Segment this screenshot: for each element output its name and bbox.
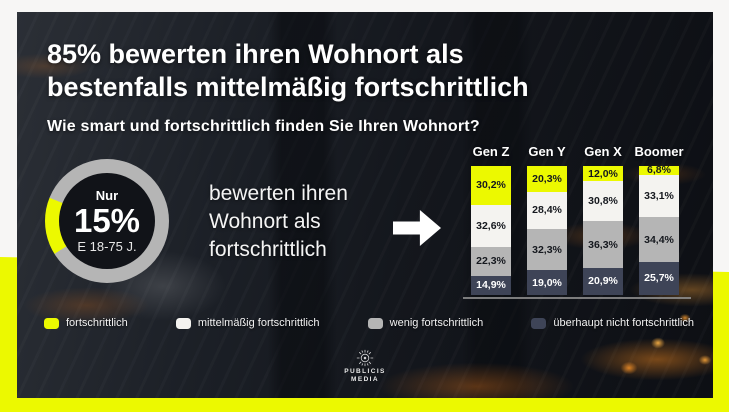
stacked-bar: 6,8% 33,1% 34,4% 25,7% xyxy=(639,164,679,295)
callout-line-1: bewerten ihren xyxy=(209,182,348,205)
bar-segment: 30,8% xyxy=(583,181,623,222)
bar-column: Gen Y 20,3% 28,4% 32,3% 19,0% xyxy=(521,144,573,295)
bar-value-label: 25,7% xyxy=(644,272,674,285)
bar-category-label: Gen Z xyxy=(472,144,510,159)
bar-segment: 20,9% xyxy=(583,268,623,295)
bar-value-label: 32,3% xyxy=(532,243,562,256)
bar-segment: 22,3% xyxy=(471,247,511,276)
bar-segment: 32,6% xyxy=(471,204,511,247)
bar-segment: 33,1% xyxy=(639,174,679,218)
donut-center: Nur 15% E 18-75 J. xyxy=(59,173,155,269)
bar-value-label: 19,0% xyxy=(532,276,562,289)
bar-value-label: 14,9% xyxy=(476,279,506,292)
donut-subline-label: E 18-75 J. xyxy=(77,239,137,254)
legend-swatch-icon xyxy=(175,317,191,329)
bar-segment: 25,7% xyxy=(639,261,679,295)
publicis-media-logo: PUBLICIS MEDIA xyxy=(17,348,713,384)
stacked-bar: 20,3% 28,4% 32,3% 19,0% xyxy=(527,166,567,295)
bar-category-label: Boomer xyxy=(634,144,684,159)
bar-segment: 19,0% xyxy=(527,270,567,295)
bar-value-label: 36,3% xyxy=(588,238,618,251)
bar-value-label: 30,2% xyxy=(476,179,506,192)
infographic-card: 85% bewerten ihren Wohnort als bestenfall… xyxy=(17,12,713,398)
subtitle-question: Wie smart und fortschrittlich finden Sie… xyxy=(47,118,480,135)
bar-segment: 30,2% xyxy=(471,166,511,205)
bar-segment: 28,4% xyxy=(527,192,567,229)
donut-chart: Nur 15% E 18-75 J. xyxy=(45,159,169,283)
donut-prefix-label: Nur xyxy=(95,188,119,203)
stacked-bar: 30,2% 32,6% 22,3% 14,9% xyxy=(471,166,511,295)
bar-segment: 6,8% xyxy=(639,164,679,177)
chart-baseline xyxy=(463,297,691,299)
bar-category-label: Gen Y xyxy=(528,144,566,159)
legend-item: mittelmäßig fortschrittlich xyxy=(175,317,320,329)
legend-item: wenig fortschrittlich xyxy=(367,317,484,329)
bar-value-label: 20,9% xyxy=(588,275,618,288)
legend-item: überhaupt nicht fortschrittlich xyxy=(531,317,694,329)
legend-label: wenig fortschrittlich xyxy=(389,317,484,329)
headline-line-2: bestenfalls mittelmäßig fortschrittlich xyxy=(47,72,529,102)
bar-segment: 14,9% xyxy=(471,275,511,295)
bar-column: Gen X 12,0% 30,8% 36,3% 20,9% xyxy=(577,144,629,295)
stacked-bar: 12,0% 30,8% 36,3% 20,9% xyxy=(583,166,623,295)
legend-item: fortschrittlich xyxy=(44,317,128,329)
bar-column: Boomer 6,8% 33,1% 34,4% 25,7% xyxy=(633,144,685,295)
brand-name-line-1: PUBLICIS xyxy=(344,368,386,375)
headline: 85% bewerten ihren Wohnort als bestenfall… xyxy=(47,38,667,104)
bar-value-label: 22,3% xyxy=(476,255,506,268)
bar-value-label: 28,4% xyxy=(532,204,562,217)
bar-columns: Gen Z 30,2% 32,6% 22,3% 14,9% Gen Y 20,3% 28,4%… xyxy=(465,144,685,295)
legend-label: fortschrittlich xyxy=(66,317,128,329)
legend-label: mittelmäßig fortschrittlich xyxy=(197,317,320,329)
bar-segment: 20,3% xyxy=(527,166,567,193)
bar-segment: 36,3% xyxy=(583,221,623,268)
callout-text: bewerten ihren Wohnort als fortschrittlich xyxy=(209,180,389,264)
legend-swatch-icon xyxy=(44,317,59,329)
bar-segment: 32,3% xyxy=(527,228,567,271)
bar-category-label: Gen X xyxy=(584,144,622,159)
bar-value-label: 6,8% xyxy=(647,164,671,177)
bar-value-label: 12,0% xyxy=(588,167,618,180)
legend-swatch-icon xyxy=(367,317,383,329)
stacked-bar-chart: Gen Z 30,2% 32,6% 22,3% 14,9% Gen Y 20,3% 28,4%… xyxy=(463,144,691,299)
callout-line-2: Wohnort als xyxy=(209,210,321,233)
headline-line-1: 85% bewerten ihren Wohnort als xyxy=(47,39,464,69)
donut-value-label: 15% xyxy=(73,202,141,239)
brand-name-line-2: MEDIA xyxy=(351,376,379,383)
legend-label: überhaupt nicht fortschrittlich xyxy=(553,317,694,329)
lion-crest-icon xyxy=(356,349,374,367)
bar-value-label: 32,6% xyxy=(476,219,506,232)
bar-column: Gen Z 30,2% 32,6% 22,3% 14,9% xyxy=(465,144,517,295)
bar-value-label: 33,1% xyxy=(644,190,674,203)
legend-swatch-icon xyxy=(531,317,547,329)
bar-value-label: 30,8% xyxy=(588,195,618,208)
callout-line-3: fortschrittlich xyxy=(209,238,327,261)
bar-value-label: 34,4% xyxy=(644,233,674,246)
bar-segment: 34,4% xyxy=(639,217,679,262)
bar-value-label: 20,3% xyxy=(532,173,562,186)
chart-legend: fortschrittlich mittelmäßig fortschrittli… xyxy=(44,317,694,329)
bar-segment: 12,0% xyxy=(583,166,623,182)
